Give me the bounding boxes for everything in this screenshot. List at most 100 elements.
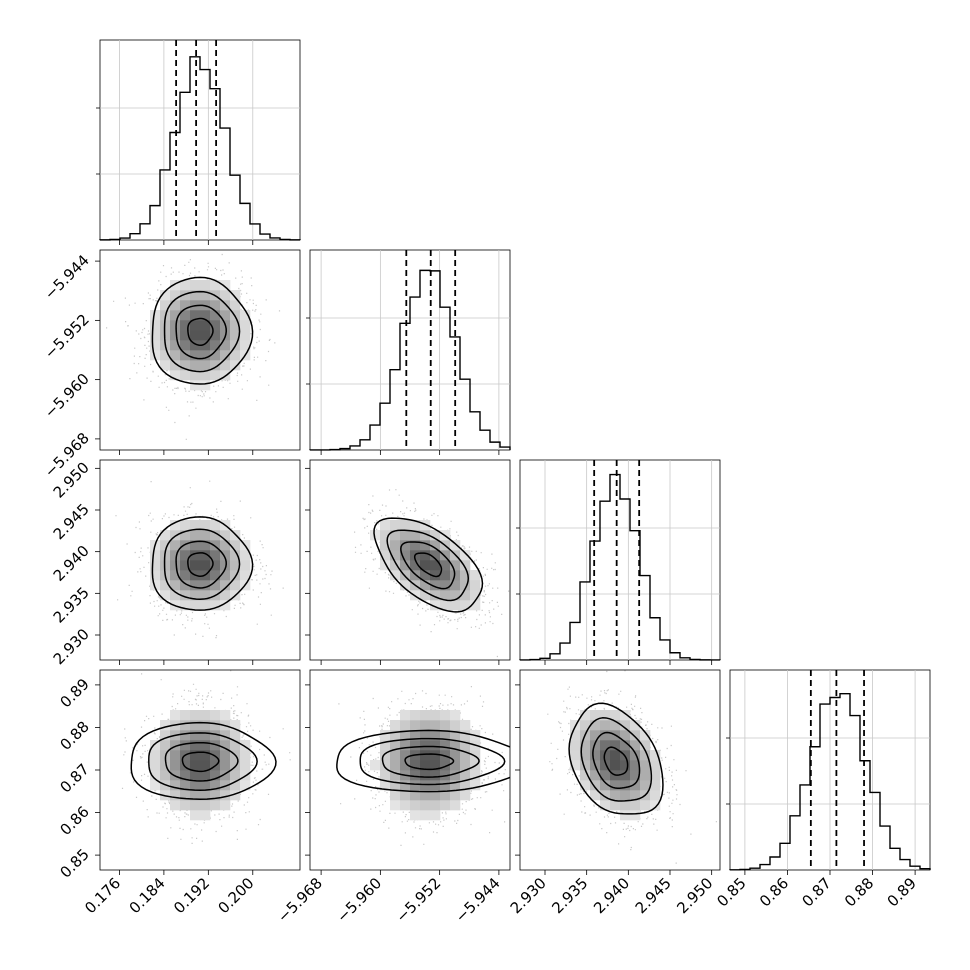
density-cell (610, 740, 621, 751)
density-cell (220, 300, 231, 311)
density-cell (450, 720, 461, 731)
density-cell (420, 550, 431, 561)
density-cell (440, 710, 451, 721)
density-cell (200, 730, 211, 741)
x-tick-label: 0.89 (884, 874, 920, 910)
density-cell (190, 370, 201, 381)
contour-line (130, 721, 277, 800)
density-cell (430, 760, 441, 771)
x-tick-label: −5.968 (274, 874, 326, 926)
sample-points (547, 670, 717, 864)
density-cell (170, 370, 181, 381)
density-cell (440, 780, 451, 791)
density-cell (420, 560, 431, 571)
density-cell (200, 580, 211, 591)
x-tick-label: −5.952 (392, 874, 444, 926)
density-cell (590, 730, 601, 741)
density-cell (430, 720, 441, 731)
density-cell (190, 520, 201, 531)
density-cell (650, 800, 661, 811)
density-cell (390, 730, 401, 741)
density-cell (430, 710, 441, 721)
contour-line (580, 717, 653, 802)
density-cell (190, 280, 201, 291)
density-cell (200, 320, 211, 331)
sample-points (338, 686, 510, 846)
histogram-step (99, 56, 301, 241)
y-tick-label: 0.89 (56, 675, 92, 711)
density-cell (570, 750, 581, 761)
density-cell (640, 780, 651, 791)
density-cell (450, 760, 461, 771)
density-cell (190, 710, 201, 721)
density-cell (460, 600, 471, 611)
density-cell (420, 540, 431, 551)
x-tick-label: 2.950 (673, 874, 716, 917)
density-cell (180, 560, 191, 571)
density-cell (160, 720, 171, 731)
density-cell (460, 740, 471, 751)
density-cell (180, 790, 191, 801)
histogram-step (729, 693, 931, 871)
density-cell (410, 530, 421, 541)
panel-ticks-3-2 (515, 684, 713, 875)
density-cell (420, 520, 431, 531)
density-cell (220, 290, 231, 301)
density-cell (220, 570, 231, 581)
density-cell (420, 790, 431, 801)
x-tick-label: 0.200 (215, 874, 258, 917)
density-cell (170, 760, 181, 771)
density-cell (600, 720, 611, 731)
density-cell (170, 530, 181, 541)
density-cell (430, 530, 441, 541)
density-cell (160, 300, 171, 311)
density-cell (650, 750, 661, 761)
density-cell (650, 790, 661, 801)
density-cell (210, 800, 221, 811)
density-cell (230, 320, 241, 331)
contour-line (386, 529, 470, 602)
density-cell (450, 730, 461, 741)
density-cell (190, 580, 201, 591)
density-cell (200, 540, 211, 551)
density-cell (200, 710, 211, 721)
density-cell (430, 740, 441, 751)
density-cell (200, 370, 211, 381)
density-cell (210, 370, 221, 381)
contour-line (603, 746, 629, 776)
density-cell (230, 360, 241, 371)
density-cell (160, 770, 171, 781)
density-cell (200, 550, 211, 561)
density-cell (220, 740, 231, 751)
density-cell (210, 540, 221, 551)
density-cell (210, 710, 221, 721)
density-cell (610, 780, 621, 791)
density-cell (190, 350, 201, 361)
density-cell (170, 800, 181, 811)
density-cell (430, 800, 441, 811)
density-cell (230, 560, 241, 571)
density-cell (630, 780, 641, 791)
density-cell (600, 730, 611, 741)
density-cell (170, 360, 181, 371)
density-cell (180, 310, 191, 321)
density-cell (180, 570, 191, 581)
scatter-panel-1-0 (99, 249, 301, 451)
y-tick-label: 0.85 (56, 845, 92, 881)
density-cell (570, 730, 581, 741)
density-cell (210, 570, 221, 581)
density-cell (420, 730, 431, 741)
density-cell (420, 750, 431, 761)
scatter-panel-2-0 (99, 459, 301, 661)
x-tick-label: 0.176 (81, 874, 124, 917)
density-cell (170, 280, 181, 291)
density-cell (430, 750, 441, 761)
density-cell (460, 760, 471, 771)
histogram-panel-2 (516, 459, 721, 661)
histogram-panel-1 (306, 249, 511, 451)
density-cell (470, 780, 481, 791)
density-cell (190, 730, 201, 741)
density-cell (220, 310, 231, 321)
density-cell (410, 740, 421, 751)
